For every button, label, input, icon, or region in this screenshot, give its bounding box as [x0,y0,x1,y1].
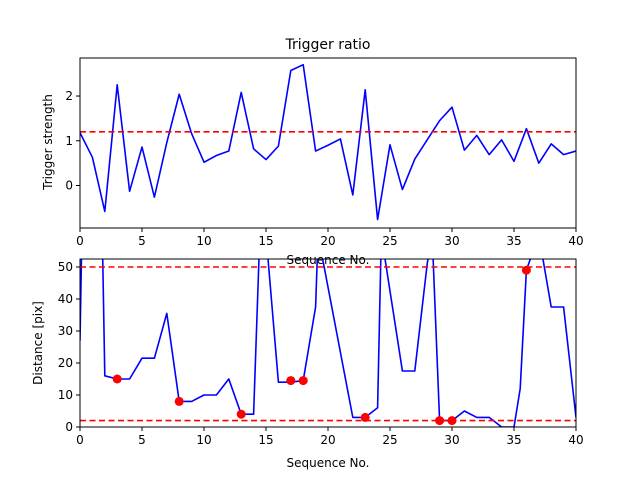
axes-frame [79,57,577,229]
x-tick-label: 15 [258,234,273,248]
y-tick-label: 50 [58,260,73,274]
highlight-point [521,265,531,275]
x-tick-label: 30 [444,433,459,447]
highlight-point [174,396,184,406]
top-x-axis-label: Sequence No. [287,253,370,267]
y-tick-label: 0 [65,179,73,193]
x-tick-label: 5 [138,234,146,248]
x-tick-label: 20 [320,234,335,248]
x-tick-label: 40 [568,234,583,248]
x-tick-label: 10 [196,433,211,447]
highlight-point [112,374,122,384]
y-tick-label: 20 [58,356,73,370]
x-tick-label: 35 [506,433,521,447]
bottom-y-axis-label: Distance [pix] [31,301,45,385]
x-tick-label: 5 [138,433,146,447]
x-tick-label: 40 [568,433,583,447]
series-line [80,63,576,221]
x-tick-label: 30 [444,234,459,248]
x-tick-label: 20 [320,433,335,447]
plot-area [80,259,576,427]
y-tick-label: 0 [65,420,73,434]
highlight-point [435,416,445,426]
y-tick-label: 40 [58,292,73,306]
plot-area [80,63,576,221]
y-tick-label: 30 [58,324,73,338]
top-y-axis-label: Trigger strength [41,94,55,191]
x-tick-label: 25 [382,234,397,248]
bottom-x-axis-label: Sequence No. [287,456,370,470]
series-line [80,259,576,427]
x-tick-label: 0 [76,433,84,447]
highlight-point [286,376,296,386]
y-tick-label: 10 [58,388,73,402]
x-tick-label: 25 [382,433,397,447]
x-tick-label: 15 [258,433,273,447]
highlight-point [298,376,308,386]
trigger-ratio-chart: 0 5 10 15 20 25 30 35 40 0 1 2 [65,57,584,248]
chart-title: Trigger ratio [284,37,370,53]
highlight-point [360,412,370,422]
x-tick-label: 10 [196,234,211,248]
y-tick-label: 2 [65,89,73,103]
x-tick-label: 0 [76,234,84,248]
distance-chart: 0 5 10 15 20 25 30 35 40 0 10 20 30 40 50 [58,258,584,447]
x-tick-label: 35 [506,234,521,248]
highlight-point [236,409,246,419]
y-tick-label: 1 [65,134,73,148]
